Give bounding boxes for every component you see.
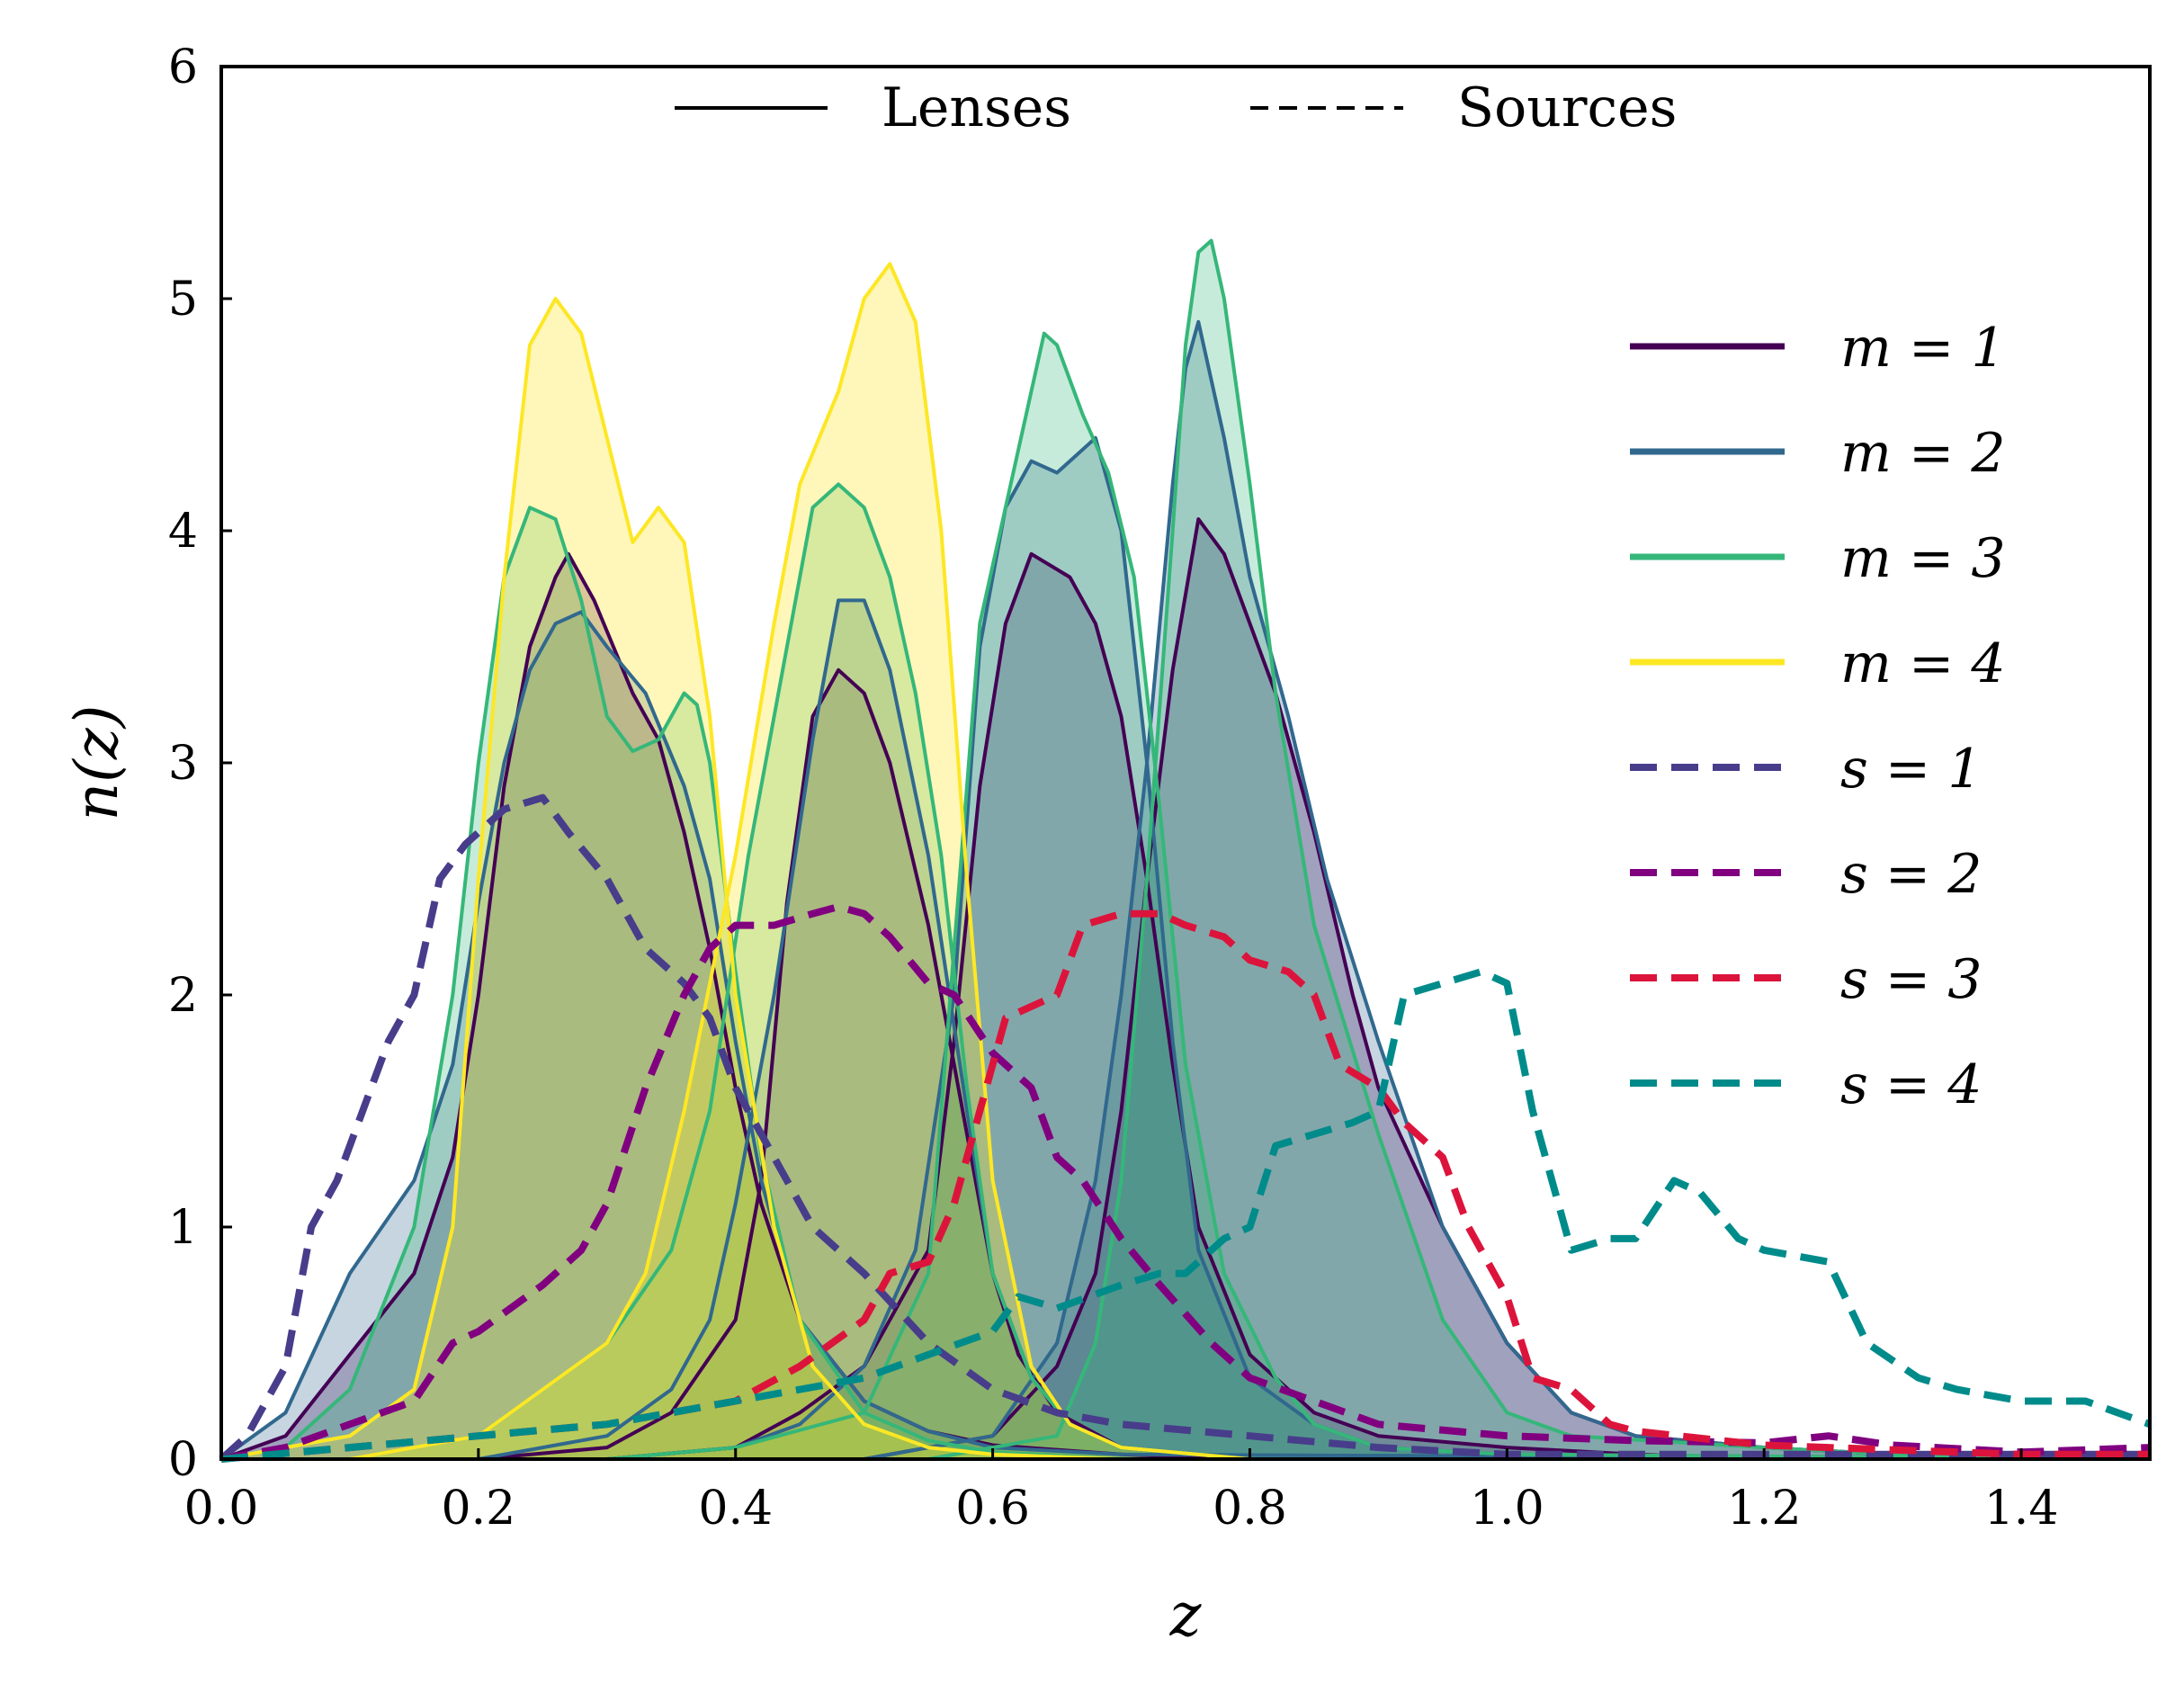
area-m1-peak-4 [864,519,2151,1459]
area-m2-peak-1 [221,612,2150,1459]
legend-label-m3: m = 3 [1840,527,2006,590]
line-m3-peak-4 [927,238,2151,1461]
legend-label-m4: m = 4 [1840,632,2006,695]
y-tick-label: 6 [168,40,198,94]
legend-label-m2: m = 2 [1840,422,2006,485]
y-axis-label: n(z) [62,705,131,821]
area-m1-peak-3 [606,553,2150,1459]
x-tick-label: 0.4 [698,1482,773,1536]
area-m2-peak-2 [478,600,2150,1459]
plot-area [219,238,2152,1463]
line-m3-peak-3 [606,331,2151,1461]
x-tick-label: 1.2 [1727,1482,1802,1536]
x-tick-label: 1.0 [1470,1482,1544,1536]
line-m4-peak-2 [349,262,2150,1461]
line-s3 [220,909,2150,1463]
line-s2 [220,903,2151,1463]
area-m1-peak-2 [478,669,2150,1459]
area-m2-peak-4 [864,321,2151,1459]
legend-label-s2: s = 2 [1840,843,1982,906]
series-lines [219,238,2152,1463]
series-fills [221,240,2151,1460]
line-m1-peak-3 [606,551,2150,1461]
y-tick-label: 4 [168,505,198,559]
x-tick-label: 0.8 [1213,1482,1287,1536]
x-tick-label: 0.0 [184,1482,259,1536]
y-tick-label: 2 [168,969,198,1023]
line-s4 [220,968,2152,1463]
legend-label-s3: s = 3 [1840,948,1982,1011]
area-m2-peak-3 [606,437,2150,1459]
legend-label-s1: s = 1 [1840,738,1982,801]
line-m3-peak-2 [349,482,2150,1461]
y-tick-label: 0 [168,1433,198,1487]
axis-ticks: 0.0 0.2 0.4 0.6 0.8 1.0 1.2 1.4 0 1 2 3 4 5 6 [168,40,2059,1536]
area-m3-peak-2 [349,484,2150,1459]
y-tick-label: 5 [168,273,198,327]
legend-label-sources: Sources [1457,76,1677,139]
x-tick-label: 1.4 [1984,1482,2059,1536]
area-m4-peak-2 [349,264,2150,1459]
series-legend: m = 1 m = 2 m = 3 m = 4 s = 1 s = 2 s = 3 s = 4 [1630,317,2006,1116]
area-m4-peak-1 [221,299,2150,1459]
x-tick-label: 0.6 [955,1482,1030,1536]
y-tick-label: 1 [168,1201,198,1255]
linestyle-legend: Lenses Sources [675,76,1677,139]
x-axis-label: z [1169,1581,1203,1650]
legend-label-lenses: Lenses [882,76,1071,139]
area-m1-peak-1 [221,553,2150,1459]
legend-label-s4: s = 4 [1840,1053,1982,1116]
line-m4-peak-1 [220,297,2150,1461]
area-m3-peak-1 [221,507,2150,1460]
legend-label-m1: m = 1 [1840,317,2006,380]
area-m3-peak-4 [928,240,2150,1459]
line-m2-peak-3 [606,435,2151,1461]
line-m2-peak-1 [219,610,2151,1461]
y-tick-label: 3 [168,737,198,791]
line-m3-peak-1 [220,506,2150,1461]
x-tick-label: 0.2 [442,1482,516,1536]
